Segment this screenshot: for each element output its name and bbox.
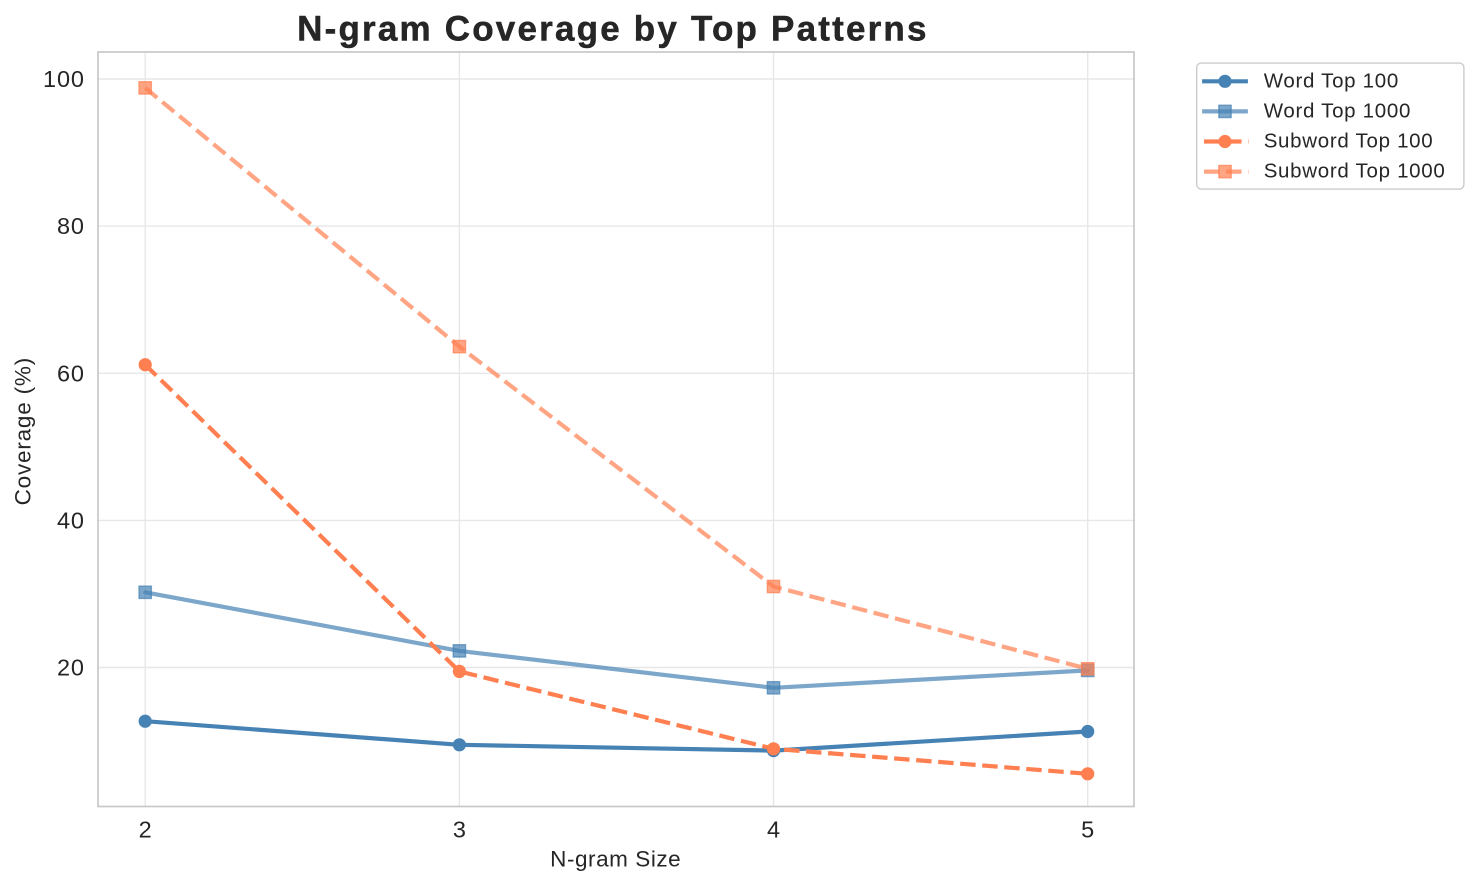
svg-text:80: 80 (57, 213, 85, 239)
svg-text:Coverage (%): Coverage (%) (11, 357, 36, 505)
svg-text:100: 100 (43, 66, 85, 92)
svg-text:3: 3 (453, 817, 466, 843)
svg-text:Subword Top 1000: Subword Top 1000 (1264, 160, 1446, 183)
svg-text:20: 20 (57, 655, 85, 681)
svg-text:40: 40 (57, 507, 85, 533)
svg-text:N-gram Coverage by Top Pattern: N-gram Coverage by Top Patterns (297, 10, 929, 49)
svg-text:60: 60 (57, 360, 85, 386)
svg-text:Word Top 100: Word Top 100 (1264, 69, 1399, 92)
svg-text:5: 5 (1081, 817, 1094, 843)
svg-text:Word Top 1000: Word Top 1000 (1264, 100, 1411, 123)
svg-text:4: 4 (767, 817, 780, 843)
svg-text:2: 2 (139, 817, 152, 843)
svg-text:Subword Top 100: Subword Top 100 (1264, 130, 1434, 153)
svg-text:N-gram Size: N-gram Size (550, 847, 681, 872)
